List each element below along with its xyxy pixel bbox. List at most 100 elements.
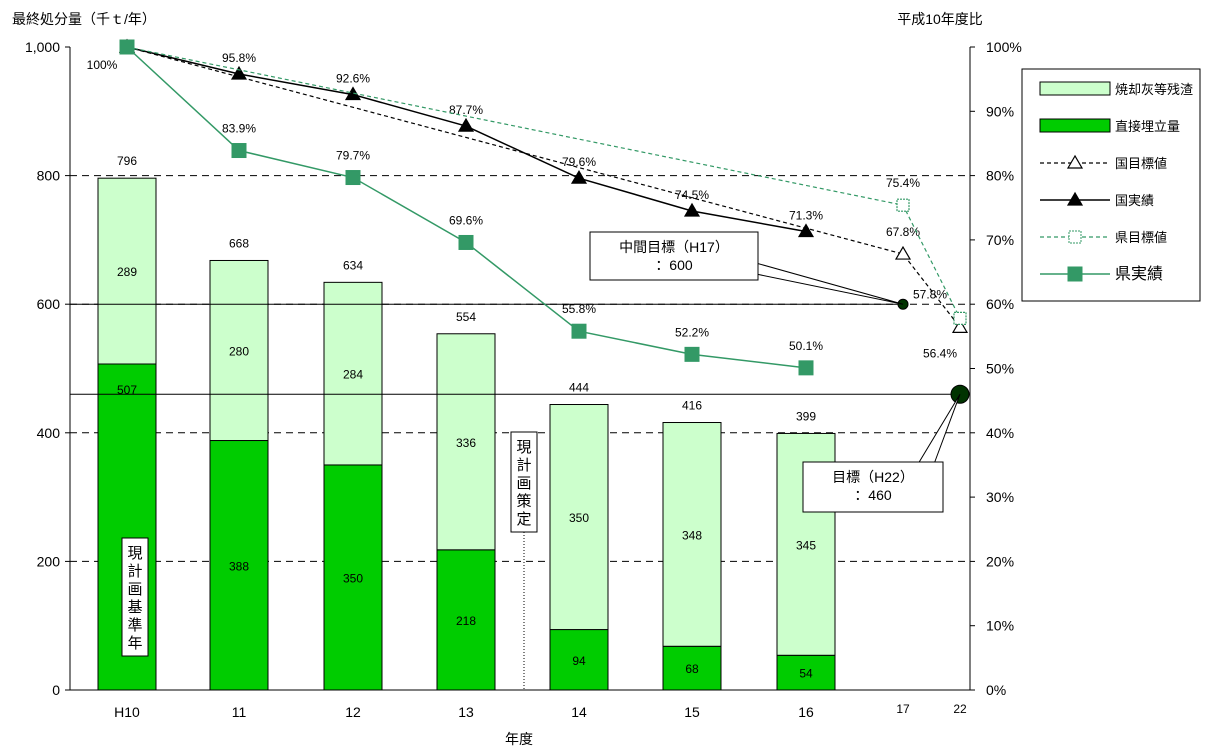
bar-total-label: 634 [343,258,363,272]
series-point [458,234,474,250]
right-tick-label: 80% [986,168,1014,184]
legend-label: 焼却灰等残渣 [1115,82,1193,97]
series-point-label: 69.6% [449,213,483,227]
series-point-label: 71.3% [789,209,823,223]
series-point [953,311,967,325]
bar-incineration-residue-label: 336 [456,436,476,450]
bar-incineration-residue [323,281,383,466]
bar-incineration-residue-label: 350 [569,511,589,525]
x-tick-label: 16 [798,704,814,720]
x-tick-label: H10 [114,704,140,720]
annotation-base-year-box [121,537,149,657]
series-point [797,223,815,238]
left-axis-title: 最終処分量（千ｔ/年） [12,11,156,27]
right-tick-label: 70% [986,232,1014,248]
series-point [230,65,248,80]
right-tick-label: 60% [986,296,1014,312]
right-tick-label: 0% [986,682,1006,698]
bar-direct-landfill-label: 388 [229,559,249,573]
bar-direct-landfill-label: 68 [685,662,699,676]
series-point-label: 79.6% [562,155,596,169]
legend-marker [1067,266,1083,282]
legend-label: 県目標値 [1115,230,1167,245]
annotation-plan-formulation-box [510,431,538,533]
series-point [951,319,969,333]
right-tick-label: 20% [986,553,1014,569]
bar-incineration-residue [662,422,722,647]
series-point [896,198,910,212]
series-point-label: 83.9% [222,122,256,136]
x-tick-label: 11 [232,704,247,720]
bar-total-label: 668 [229,236,249,250]
legend-swatch [1039,118,1111,133]
right-tick-label: 10% [986,618,1014,634]
series-point [683,202,701,217]
legend-marker [1068,230,1082,244]
bar-direct-landfill-label: 507 [117,383,137,397]
final-target-callout-box [802,461,944,513]
series-point [571,323,587,339]
bar-total-label: 416 [682,399,702,413]
series-point [457,117,475,132]
bar-incineration-residue-label: 284 [343,368,363,382]
series-point-label: 57.8% [913,287,947,301]
bar-incineration-residue [549,404,609,631]
legend-label: 直接埋立量 [1115,119,1180,134]
bar-direct-landfill-label: 94 [572,654,586,668]
series-point [894,245,912,260]
series-point-label: 100% [87,58,118,72]
annotation-plan-formulation: 現計画策定 [516,439,531,528]
bar-total-label: 796 [117,154,137,168]
bar-total-label: 444 [569,381,589,395]
bar-direct-landfill [323,464,383,691]
series-point-label: 95.8% [222,51,256,65]
x-tick-label: 14 [571,704,587,720]
x-tick-label: 12 [345,704,361,720]
mid-target-callout-pointer [755,262,904,305]
series-point-label: 92.6% [336,72,370,86]
bar-direct-landfill-label: 54 [799,667,813,681]
annotation-base-year: 現計画基準年 [127,545,142,652]
x-tick-label: 13 [458,704,474,720]
series-point-label: 74.5% [675,188,709,202]
legend-label: 県実績 [1115,265,1163,283]
left-tick-label: 200 [37,553,61,569]
mid-target-callout-box [589,231,759,281]
right-axis-title: 平成10年度比 [897,11,983,27]
final-target-callout-pointer [917,393,961,465]
series-point [119,39,135,55]
bar-incineration-residue-label: 345 [796,538,816,552]
mid-target-callout-value: ：600 [655,257,693,273]
series-point [570,169,588,184]
final-target-callout-value: ：460 [854,487,892,503]
x-tick-label: 22 [953,702,967,716]
bar-total-label: 554 [456,310,476,324]
legend-label: 国実績 [1115,193,1154,208]
series-point-label: 87.7% [449,103,483,117]
legend-label: 国目標値 [1115,156,1167,171]
right-tick-label: 40% [986,425,1014,441]
series-point [684,346,700,362]
bar-incineration-residue-label: 289 [117,265,137,279]
series-point-label: 52.2% [675,325,709,339]
right-tick-label: 50% [986,361,1014,377]
left-tick-label: 600 [37,296,61,312]
series-point [798,360,814,376]
bar-incineration-residue [97,177,157,365]
right-tick-label: 90% [986,103,1014,119]
series-point-label: 56.4% [923,346,957,360]
right-tick-label: 30% [986,489,1014,505]
x-tick-label: 15 [684,704,700,720]
bar-incineration-residue [209,259,269,442]
left-tick-label: 400 [37,425,61,441]
series-point-label: 79.7% [336,149,370,163]
series-point-label: 75.4% [886,176,920,190]
left-tick-label: 1,000 [25,39,60,55]
bar-direct-landfill [549,629,609,691]
series-point [345,170,361,186]
bar-total-label: 399 [796,409,816,423]
left-tick-label: 800 [37,168,61,184]
series-point-label: 67.8% [886,225,920,239]
left-tick-label: 0 [52,682,60,698]
